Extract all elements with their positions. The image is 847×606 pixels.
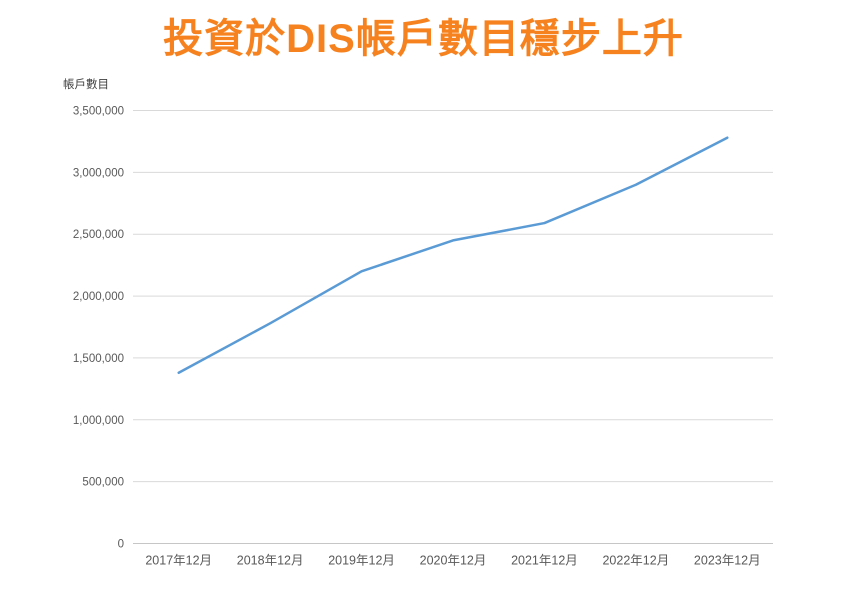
y-tick-labels-group: 0 500,000 1,000,000 1,500,000 2,000,000 2,500… (73, 106, 124, 551)
x-axis-label: 2022年12月 (602, 554, 669, 568)
y-tick-label: 500,000 (82, 477, 124, 489)
x-axis-label: 2018年12月 (237, 554, 304, 568)
x-axis-label: 2020年12月 (420, 554, 487, 568)
x-axis-label: 2017年12月 (145, 554, 212, 568)
y-tick-label: 0 (118, 539, 124, 551)
y-tick-label: 3,000,000 (73, 167, 124, 179)
y-tick-label: 1,500,000 (73, 353, 124, 365)
y-tick-label: 3,500,000 (73, 106, 124, 118)
y-axis-title: 帳戶數目 (63, 77, 109, 91)
y-tick-label: 1,000,000 (73, 415, 124, 427)
gridlines-group (133, 110, 773, 544)
x-axis-label: 2023年12月 (694, 554, 761, 568)
y-tick-label: 2,000,000 (73, 291, 124, 303)
data-line-帳戶數目 (177, 136, 729, 375)
chart-title: 投資於DIS帳戶數目穩步上升 (163, 17, 684, 61)
y-tick-label: 2,500,000 (73, 229, 124, 241)
x-axis-label: 2021年12月 (511, 554, 578, 568)
data-series-group (177, 136, 729, 375)
x-tick-labels-group: 2017年12月 2018年12月 2019年12月 2020年12月 2021年12月… (145, 554, 760, 568)
x-axis-label: 2019年12月 (328, 554, 395, 568)
